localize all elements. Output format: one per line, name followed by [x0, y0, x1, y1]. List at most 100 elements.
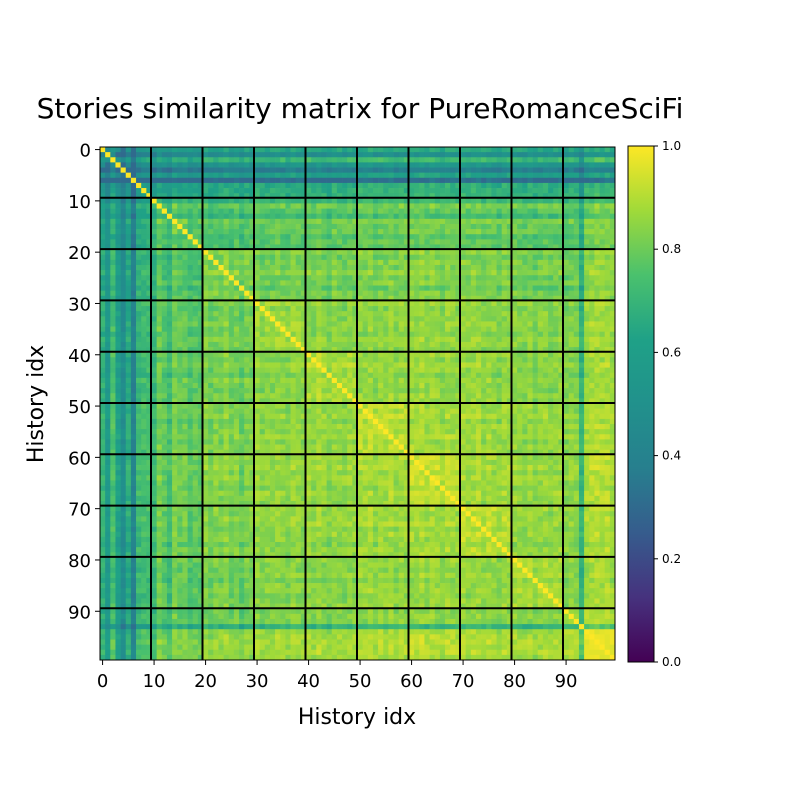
heatmap-cell — [372, 229, 379, 235]
heatmap-cell — [424, 398, 430, 404]
heatmap-cell — [445, 203, 451, 209]
heatmap-cell — [455, 336, 461, 343]
heatmap-cell — [228, 377, 235, 384]
heatmap-cell — [568, 198, 575, 204]
heatmap-cell — [501, 382, 508, 389]
heatmap-cell — [326, 167, 333, 173]
heatmap-cell — [434, 234, 441, 240]
heatmap-cell — [228, 398, 235, 404]
heatmap-cell — [357, 341, 363, 348]
heatmap-cell — [388, 162, 394, 168]
heatmap-cell — [166, 229, 173, 235]
heatmap-cell — [594, 259, 600, 266]
heatmap-cell — [172, 316, 178, 322]
heatmap-cell — [115, 270, 121, 276]
heatmap-cell — [141, 218, 147, 225]
heatmap-cell — [398, 377, 405, 384]
heatmap-cell — [563, 280, 569, 286]
heatmap-cell — [367, 285, 374, 291]
heatmap-cell — [594, 331, 600, 338]
heatmap-cell — [594, 372, 600, 379]
heatmap-cell — [136, 367, 142, 374]
heatmap-cell — [532, 280, 539, 286]
heatmap-cell — [475, 213, 482, 220]
heatmap-cell — [486, 382, 492, 389]
heatmap-cell — [563, 347, 569, 353]
heatmap-cell — [501, 208, 508, 215]
heatmap-cell — [115, 306, 121, 312]
heatmap-cell — [342, 316, 348, 322]
heatmap-cell — [403, 275, 410, 281]
heatmap-cell — [393, 382, 400, 389]
heatmap-cell — [151, 275, 157, 281]
heatmap-cell — [506, 280, 513, 286]
heatmap-cell — [532, 234, 539, 240]
heatmap-cell — [130, 162, 137, 168]
heatmap-cell — [532, 229, 539, 235]
heatmap-cell — [450, 147, 456, 153]
heatmap-cell — [290, 234, 297, 240]
heatmap-cell — [532, 316, 539, 322]
heatmap-cell — [239, 382, 245, 389]
heatmap-cell — [414, 275, 420, 281]
heatmap-cell — [409, 331, 415, 338]
heatmap-cell — [213, 188, 219, 194]
heatmap-cell — [326, 311, 333, 317]
heatmap-cell — [352, 382, 358, 389]
heatmap-cell — [269, 239, 276, 245]
heatmap-cell — [357, 213, 363, 220]
heatmap-cell — [434, 254, 441, 261]
heatmap-cell — [208, 188, 214, 194]
heatmap-cell — [161, 311, 168, 317]
heatmap-cell — [501, 300, 508, 307]
heatmap-cell — [264, 316, 271, 322]
heatmap-cell — [429, 300, 436, 307]
heatmap-cell — [280, 157, 286, 163]
heatmap-cell — [558, 306, 564, 312]
heatmap-cell — [342, 367, 348, 374]
heatmap-cell — [573, 362, 580, 368]
heatmap-cell — [532, 182, 539, 189]
heatmap-cell — [172, 198, 178, 204]
heatmap-cell — [321, 167, 327, 173]
heatmap-cell — [460, 362, 466, 368]
heatmap-cell — [553, 306, 559, 312]
heatmap-cell — [264, 172, 271, 179]
heatmap-cell — [115, 321, 121, 327]
heatmap-cell — [584, 249, 590, 256]
heatmap-cell — [584, 229, 590, 235]
heatmap-cell — [527, 249, 533, 256]
heatmap-cell — [568, 254, 575, 261]
heatmap-cell — [450, 198, 456, 204]
heatmap-cell — [244, 152, 250, 158]
heatmap-cell — [563, 147, 569, 153]
heatmap-cell — [398, 372, 405, 379]
heatmap-cell — [563, 249, 569, 256]
heatmap-cell — [285, 218, 291, 225]
heatmap-cell — [367, 259, 374, 266]
heatmap-cell — [239, 218, 245, 225]
heatmap-cell — [372, 285, 379, 291]
heatmap-cell — [548, 177, 554, 184]
heatmap-cell — [527, 300, 533, 307]
heatmap-cell — [326, 306, 333, 312]
heatmap-cell — [146, 326, 152, 333]
heatmap-cell — [445, 249, 451, 256]
heatmap-cell — [578, 275, 585, 281]
heatmap-cell — [228, 382, 235, 389]
heatmap-cell — [311, 316, 317, 322]
heatmap-cell — [311, 147, 317, 153]
heatmap-cell — [450, 382, 456, 389]
heatmap-cell — [501, 172, 508, 179]
heatmap-cell — [481, 295, 487, 302]
heatmap-cell — [578, 336, 585, 343]
heatmap-cell — [269, 172, 276, 179]
heatmap-cell — [434, 229, 441, 235]
heatmap-cell — [424, 321, 430, 327]
heatmap-cell — [141, 198, 147, 204]
heatmap-cell — [110, 275, 116, 281]
heatmap-cell — [269, 162, 276, 168]
heatmap-cell — [136, 152, 142, 158]
heatmap-cell — [218, 290, 224, 297]
heatmap-cell — [573, 213, 580, 220]
